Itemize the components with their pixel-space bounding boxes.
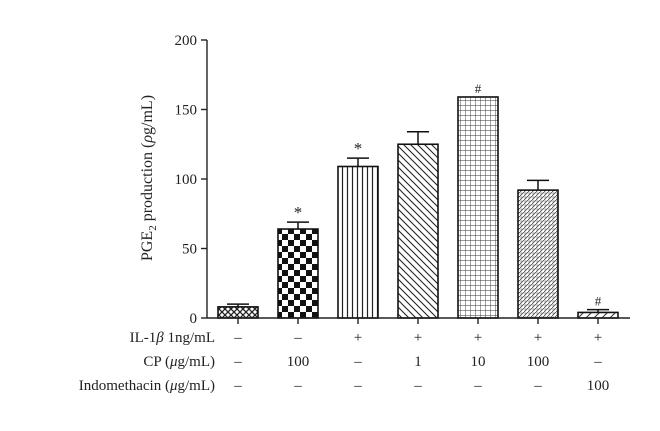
y-axis: 0 50 100 150 200 <box>175 33 208 327</box>
y-tick-label: 100 <box>175 172 198 188</box>
bar <box>277 228 319 319</box>
condition-label-part: μ <box>169 378 178 394</box>
condition-label: Indomethacin (μg/mL) <box>79 378 215 394</box>
condition-value: + <box>474 330 482 346</box>
condition-value: – <box>293 330 302 346</box>
y-tick-label: 200 <box>175 33 198 49</box>
x-axis <box>207 317 630 324</box>
condition-label: IL-1β 1ng/mL <box>130 330 215 346</box>
condition-value: + <box>594 330 602 346</box>
condition-value: 100 <box>287 354 310 370</box>
condition-label-part: g/mL) <box>178 354 216 370</box>
bar <box>217 306 259 319</box>
y-tick-label: 0 <box>190 311 198 327</box>
condition-label-part: β <box>155 330 164 346</box>
ylabel-unit-rest: g/mL) <box>139 95 156 135</box>
condition-value: 100 <box>527 354 550 370</box>
condition-label: CP (μg/mL) <box>143 354 215 370</box>
condition-value: 100 <box>587 378 610 394</box>
condition-label-part: g/mL) <box>178 378 216 394</box>
bar <box>397 143 439 319</box>
significance-marker: * <box>354 139 363 158</box>
condition-label-part: μ <box>169 354 178 370</box>
condition-value: – <box>233 378 242 394</box>
condition-label-part: Indomethacin ( <box>79 378 170 394</box>
condition-value: – <box>413 378 422 394</box>
condition-value: – <box>353 378 362 394</box>
condition-value: – <box>293 378 302 394</box>
ylabel-unit-italic: ρ <box>139 135 156 144</box>
condition-value: + <box>534 330 542 346</box>
condition-value: – <box>353 354 362 370</box>
condition-value: – <box>233 354 242 370</box>
condition-value: 10 <box>471 354 486 370</box>
condition-value: + <box>354 330 362 346</box>
y-tick-label: 150 <box>175 103 198 119</box>
condition-value: + <box>414 330 422 346</box>
bar <box>337 165 379 319</box>
bars-group: * * # # <box>217 81 619 319</box>
condition-label-part: CP ( <box>143 354 170 370</box>
y-axis-title: PGE2 production (ρg/mL) <box>139 95 159 261</box>
y-tick-label: 50 <box>182 242 197 258</box>
condition-table: IL-1β 1ng/mL – – + + + + +CP (μg/mL) –100–1 10 100… <box>79 330 610 394</box>
condition-value: 1 <box>414 354 422 370</box>
significance-marker: * <box>294 203 303 222</box>
condition-value: – <box>233 330 242 346</box>
bar <box>577 311 619 319</box>
condition-label-part: IL-1 <box>130 330 157 346</box>
significance-marker: # <box>595 294 602 309</box>
ylabel-rest: production ( <box>139 143 156 226</box>
condition-value: – <box>593 354 602 370</box>
condition-label-part: 1ng/mL <box>164 330 215 346</box>
bar <box>457 96 499 319</box>
condition-value: – <box>533 378 542 394</box>
ylabel-subscript: 2 <box>147 225 159 231</box>
bar <box>517 189 559 319</box>
significance-marker: # <box>475 81 482 96</box>
ylabel-main: PGE <box>139 231 156 261</box>
y-axis-label: PGE2 production (ρg/mL) <box>139 95 159 261</box>
condition-value: – <box>473 378 482 394</box>
